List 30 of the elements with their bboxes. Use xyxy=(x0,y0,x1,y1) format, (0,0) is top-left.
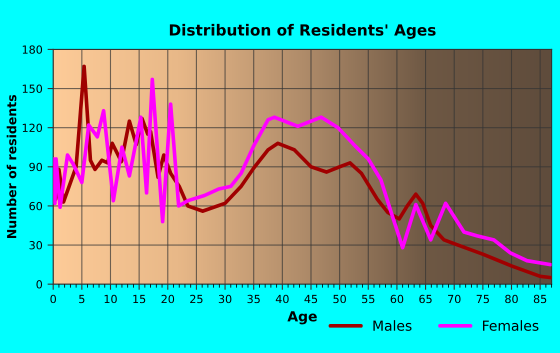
x-tick-label: 75 xyxy=(476,294,489,304)
chart-title: Distribution of Residents' Ages xyxy=(170,24,436,39)
y-tick-label: 180 xyxy=(22,45,42,54)
y-tick-label: 60 xyxy=(29,202,42,210)
x-tick-label: 0 xyxy=(50,294,56,304)
x-tick-label: 60 xyxy=(390,294,404,304)
x-tick-label: 40 xyxy=(276,294,289,304)
x-tick-label: 15 xyxy=(133,294,146,304)
x-tick-label: 55 xyxy=(362,294,374,304)
y-tick-label: 120 xyxy=(22,124,42,132)
y-tick-label: 0 xyxy=(36,280,42,289)
x-tick-label: 30 xyxy=(218,294,232,304)
x-tick-label: 45 xyxy=(304,294,318,304)
x-tick-label: 65 xyxy=(419,294,432,304)
y-tick-label: 150 xyxy=(22,84,42,93)
y-tick-label: 90 xyxy=(29,162,42,172)
legend-label: Males xyxy=(373,320,412,331)
y-tick-label: 30 xyxy=(29,241,42,250)
x-tick-label: 10 xyxy=(104,294,117,304)
x-tick-label: 35 xyxy=(247,294,260,304)
legend-label: Females xyxy=(483,320,538,331)
x-tick-label: 5 xyxy=(79,294,84,304)
x-tick-label: 80 xyxy=(505,294,518,304)
x-tick-label: 70 xyxy=(448,294,461,304)
x-tick-label: 50 xyxy=(333,294,346,304)
y-axis-title: Number of residents xyxy=(6,94,16,238)
x-tick-label: 85 xyxy=(534,294,546,304)
x-tick-label: 25 xyxy=(190,294,203,304)
x-tick-label: 20 xyxy=(162,294,174,304)
x-axis-title: Age xyxy=(287,311,317,324)
